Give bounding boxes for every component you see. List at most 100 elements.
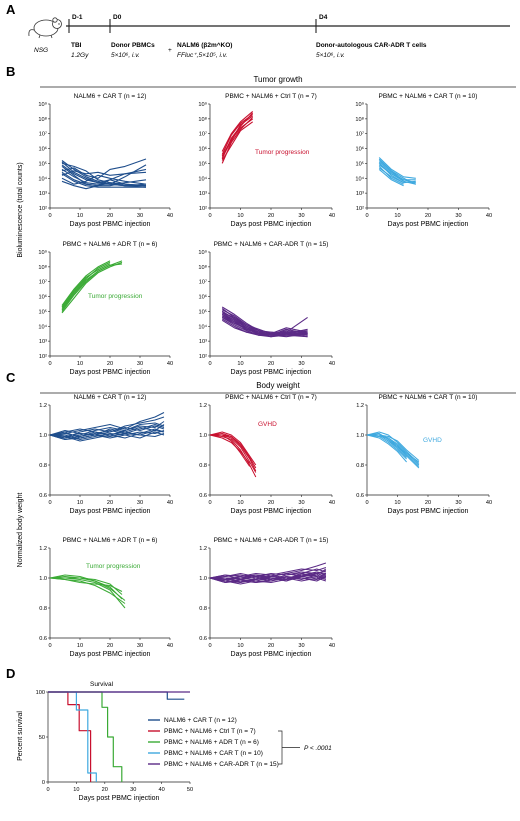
- c5-ytick-label: 1.2: [199, 546, 207, 552]
- c4-xtick-label: 0: [48, 643, 51, 649]
- b1-series-line-7: [61, 164, 147, 185]
- b3-ytick-label: 10²: [356, 206, 364, 212]
- b2-ytick-label: 10²: [199, 206, 207, 212]
- b4-xtick-label: 0: [48, 361, 51, 367]
- b3-series-line-5: [378, 168, 404, 187]
- c4-xtick-label: 20: [107, 643, 113, 649]
- c5-xtick-label: 30: [298, 643, 304, 649]
- c4-xlabel: Days post PBMC injection: [70, 651, 151, 658]
- c3-series-line-8: [366, 434, 420, 467]
- c3-ytick-label: 0.6: [356, 493, 364, 499]
- b5-ytick-label: 10⁴: [198, 323, 207, 330]
- c1-series-line-10: [49, 430, 165, 439]
- b2-xtick-label: 10: [237, 213, 243, 219]
- mouse-label: NSG: [34, 47, 48, 54]
- b1-ytick-label: 10²: [39, 206, 47, 212]
- legend-label-1: NALM6 + CAR T (n = 12): [164, 717, 237, 724]
- b5-series-line-11: [221, 313, 308, 338]
- b1-series-line-6: [61, 174, 147, 185]
- b4-ytick-label: 10⁵: [38, 308, 47, 315]
- b4-xtick-label: 30: [137, 361, 143, 367]
- panel-b-section-title: Tumor growth: [253, 75, 302, 84]
- d-xtick-label: 10: [73, 787, 79, 793]
- c5-ytick-label: 1.0: [199, 576, 207, 582]
- c3-xtick-label: 0: [365, 500, 368, 506]
- b5-xtick-label: 30: [298, 361, 304, 367]
- c1-xtick-label: 10: [77, 500, 83, 506]
- panel-c-ylabel: Normalized body weight: [17, 493, 24, 568]
- chart-b1: NALM6 + CAR T (n = 12) 0 10 20 30 40 10² 10³ 10⁴…: [38, 93, 173, 228]
- c3-series-line-5: [366, 434, 407, 463]
- b3-ytick-label: 10⁸: [355, 116, 364, 123]
- survival-legend: NALM6 + CAR T (n = 12) PBMC + NALM6 + Ctr…: [148, 717, 332, 768]
- d-xtick-label: 30: [130, 787, 136, 793]
- chart-b5: PBMC + NALM6 + CAR-ADR T (n = 15) 0 10 20 30…: [198, 241, 335, 376]
- b1-ytick-label: 10⁶: [38, 146, 47, 153]
- c1-xtick-label: 20: [107, 500, 113, 506]
- b2-series-line-3: [221, 117, 254, 164]
- c2-title: PBMC + NALM6 + Ctrl T (n = 7): [225, 394, 317, 401]
- b2-ytick-label: 10⁵: [198, 160, 207, 167]
- c4-ytick-label: 0.8: [39, 606, 47, 612]
- chart-b2: PBMC + NALM6 + Ctrl T (n = 7) 0 10 20 30 40 10…: [198, 93, 335, 228]
- c5-xtick-label: 0: [208, 643, 211, 649]
- c3-annotation-gvhd: GVHD: [423, 437, 442, 444]
- treatment-car-adr-dose: 5×10⁶, i.v.: [316, 52, 345, 59]
- b2-xlabel: Days post PBMC injection: [231, 221, 312, 228]
- c2-series-line-6: [209, 434, 251, 464]
- b2-xtick-label: 0: [208, 213, 211, 219]
- chart-c4: PBMC + NALM6 + ADR T (n = 6) 0 10 20 30 40 0.6…: [39, 537, 173, 658]
- b3-ytick-label: 10⁹: [355, 101, 364, 108]
- c4-series-line-6: [49, 577, 123, 592]
- b1-title: NALM6 + CAR T (n = 12): [74, 93, 147, 100]
- treatment-nalm6: NALM6 (β2m^KO): [177, 41, 232, 49]
- c3-xtick-label: 20: [425, 500, 431, 506]
- b1-ytick-label: 10⁵: [38, 160, 47, 167]
- pvalue-bracket: [278, 730, 283, 765]
- b5-series-line-15: [221, 315, 308, 335]
- c3-ytick-label: 1.2: [356, 403, 364, 409]
- b5-xtick-label: 0: [208, 361, 211, 367]
- c1-ytick-label: 0.6: [39, 493, 47, 499]
- c2-series-line-7: [210, 434, 257, 472]
- treatment-car-adr: Donor-autologous CAR-ADR T cells: [316, 42, 427, 49]
- chart-c3: PBMC + NALM6 + CAR T (n = 10) 0 10 20 30 40 0.…: [356, 394, 492, 515]
- panel-c-label: C: [6, 370, 16, 385]
- c3-xtick-label: 40: [486, 500, 492, 506]
- b4-ytick-label: 10⁷: [39, 279, 47, 286]
- panel-d-title: Survival: [90, 681, 114, 688]
- b1-series-line-11: [61, 160, 147, 187]
- d-xtick-label: 40: [158, 787, 164, 793]
- d-series-line-3: [48, 691, 123, 782]
- b4-ytick-label: 10⁴: [38, 323, 47, 330]
- b5-ytick-label: 10⁷: [199, 279, 207, 286]
- c1-ytick-label: 1.2: [39, 403, 47, 409]
- b4-series-line-1: [61, 260, 123, 312]
- c1-series-line-4: [49, 412, 165, 436]
- c1-xlabel: Days post PBMC injection: [70, 508, 151, 515]
- panel-a-label: A: [6, 2, 16, 17]
- panel-d-ylabel: Percent survival: [17, 711, 24, 761]
- c2-series-line-2: [209, 433, 257, 469]
- b2-ytick-label: 10⁴: [198, 175, 207, 182]
- b3-series-line-8: [378, 160, 417, 185]
- c1-series-line-11: [49, 424, 165, 437]
- c4-xtick-label: 30: [137, 643, 143, 649]
- b2-series-line-7: [221, 118, 254, 157]
- c3-title: PBMC + NALM6 + CAR T (n = 10): [379, 394, 478, 401]
- b4-series-line-6: [61, 260, 111, 306]
- b2-series-line-5: [221, 110, 254, 152]
- timepoint-d4: D4: [319, 14, 328, 21]
- chart-c2: PBMC + NALM6 + Ctrl T (n = 7) 0 10 20 30 40 0.…: [199, 394, 335, 515]
- b3-xtick-label: 10: [394, 213, 400, 219]
- b2-annotation-tumor-progression: Tumor progression: [255, 149, 310, 156]
- c4-title: PBMC + NALM6 + ADR T (n = 6): [63, 537, 158, 544]
- chart-c1: NALM6 + CAR T (n = 12) 0 10 20 30 40 0.6 0.8 1.0…: [39, 394, 173, 515]
- b3-ytick-label: 10⁶: [355, 146, 364, 153]
- b3-xtick-label: 40: [486, 213, 492, 219]
- b2-series-line-6: [221, 121, 254, 161]
- b1-series-line-4: [61, 173, 146, 188]
- d-ytick-label: 0: [42, 780, 45, 786]
- chart-c5: PBMC + NALM6 + CAR-ADR T (n = 15) 0 10 20 30…: [199, 537, 335, 658]
